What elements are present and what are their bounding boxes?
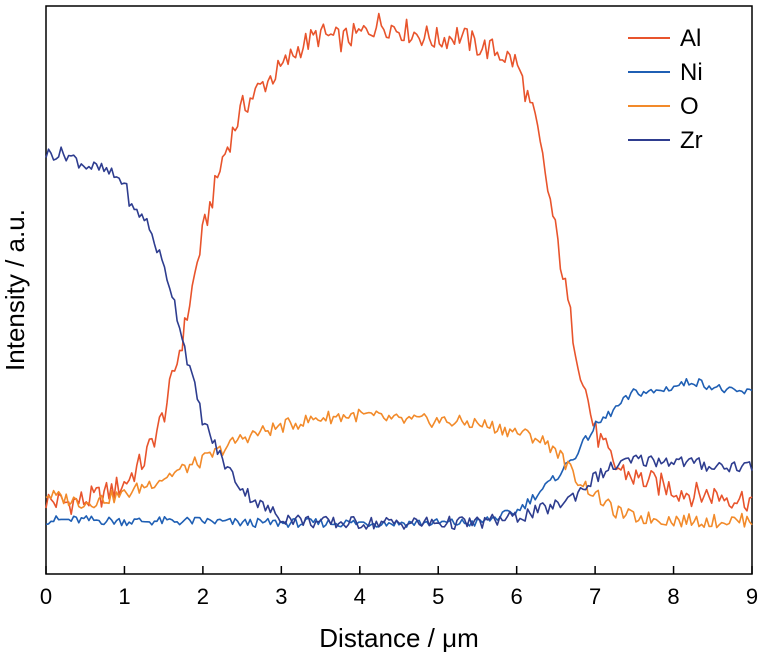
x-tick-label: 1 <box>118 584 130 609</box>
x-tick-label: 3 <box>275 584 287 609</box>
series-layer <box>45 12 753 531</box>
x-tick-label: 7 <box>589 584 601 609</box>
series-line-zr <box>45 146 753 531</box>
legend: Al Ni O Zr <box>628 25 703 154</box>
x-tick-label: 8 <box>667 584 679 609</box>
legend-label-o: O <box>680 93 699 120</box>
plot-frame <box>45 5 753 575</box>
x-tick-label: 6 <box>511 584 523 609</box>
series-line-ni <box>45 377 753 529</box>
x-axis-label: Distance / μm <box>319 623 478 653</box>
x-tick-label: 9 <box>746 584 758 609</box>
legend-label-ni: Ni <box>680 59 703 86</box>
legend-label-al: Al <box>680 25 701 52</box>
series-line-al <box>45 12 753 516</box>
x-axis-ticks: 0 1 2 3 4 5 6 7 8 9 <box>40 566 758 609</box>
plot-area <box>45 5 753 575</box>
x-tick-label: 4 <box>354 584 366 609</box>
legend-label-zr: Zr <box>680 127 703 154</box>
x-tick-label: 5 <box>432 584 444 609</box>
series-line-o <box>45 408 753 529</box>
y-axis-label: Intensity / a.u. <box>0 209 30 371</box>
x-tick-label: 0 <box>40 584 52 609</box>
x-tick-label: 2 <box>197 584 209 609</box>
